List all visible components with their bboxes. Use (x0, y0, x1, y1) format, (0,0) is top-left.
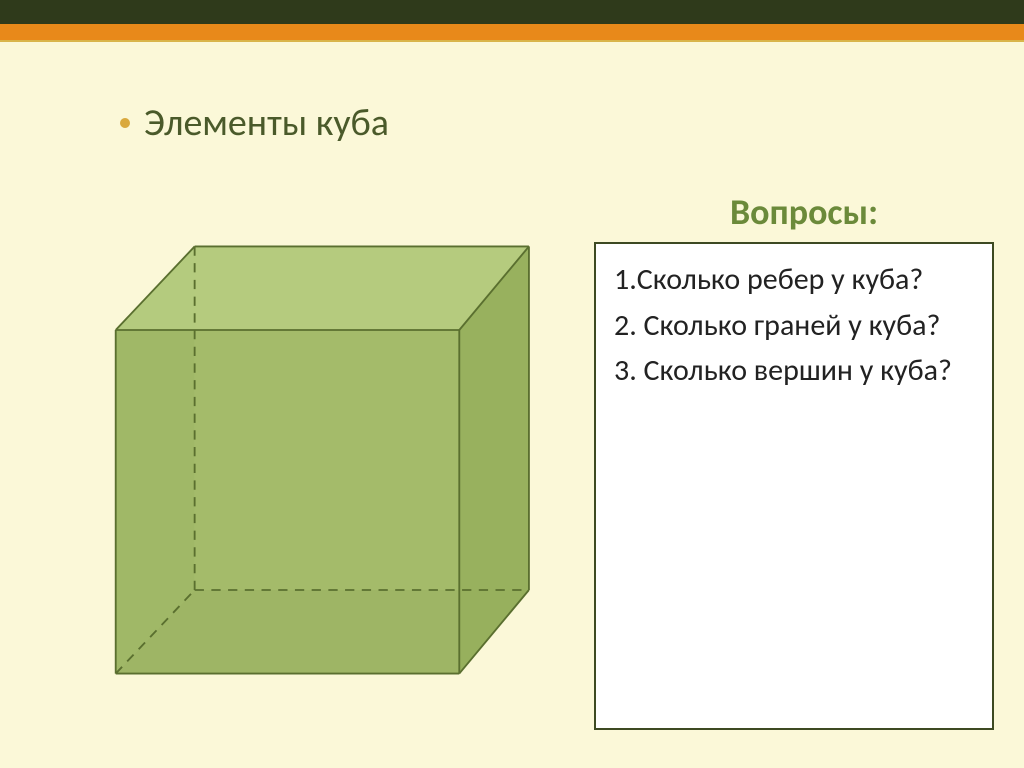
slide-title: Элементы куба (144, 100, 389, 146)
title-row: Элементы куба (120, 100, 389, 146)
question-item: 1.Сколько ребер у куба? (614, 258, 974, 302)
question-item: 3. Сколько вершин у куба? (614, 349, 974, 393)
bullet-icon (120, 118, 130, 128)
questions-heading: Вопросы: (730, 190, 878, 234)
cube-diagram (60, 180, 580, 740)
questions-box: 1.Сколько ребер у куба? 2. Сколько гране… (594, 242, 994, 730)
header-orange-bar (0, 24, 1024, 42)
cube-svg (60, 180, 580, 740)
cube-face-front (116, 330, 460, 674)
header-dark-bar (0, 0, 1024, 24)
question-item: 2. Сколько граней у куба? (614, 304, 974, 348)
cube-face-top (116, 246, 529, 330)
